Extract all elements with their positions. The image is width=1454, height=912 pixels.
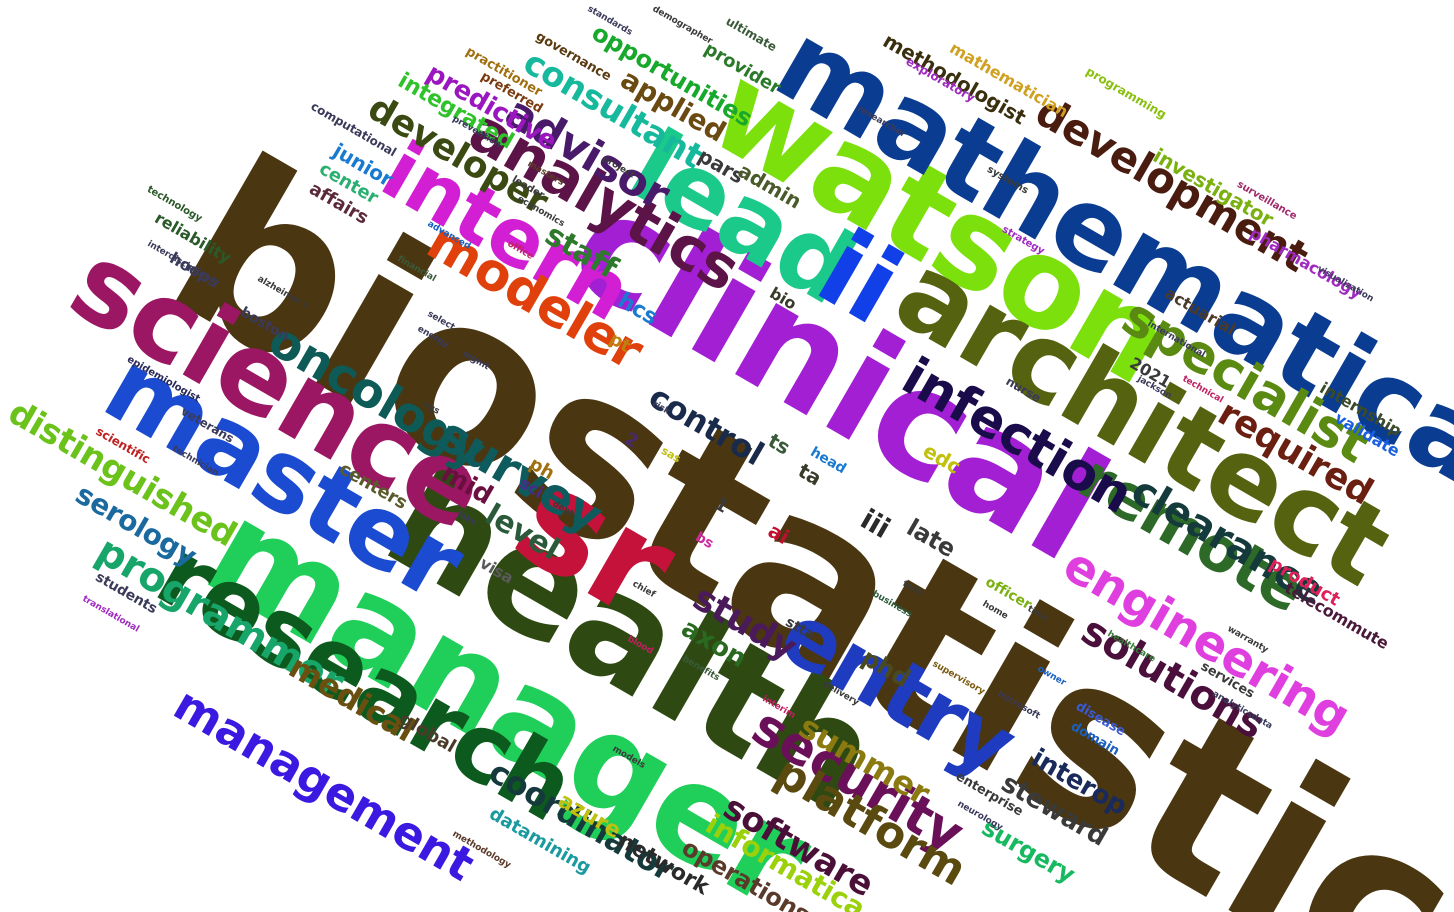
word-demographer: demographer: [650, 4, 714, 47]
word-ultimate: ultimate: [723, 14, 780, 55]
